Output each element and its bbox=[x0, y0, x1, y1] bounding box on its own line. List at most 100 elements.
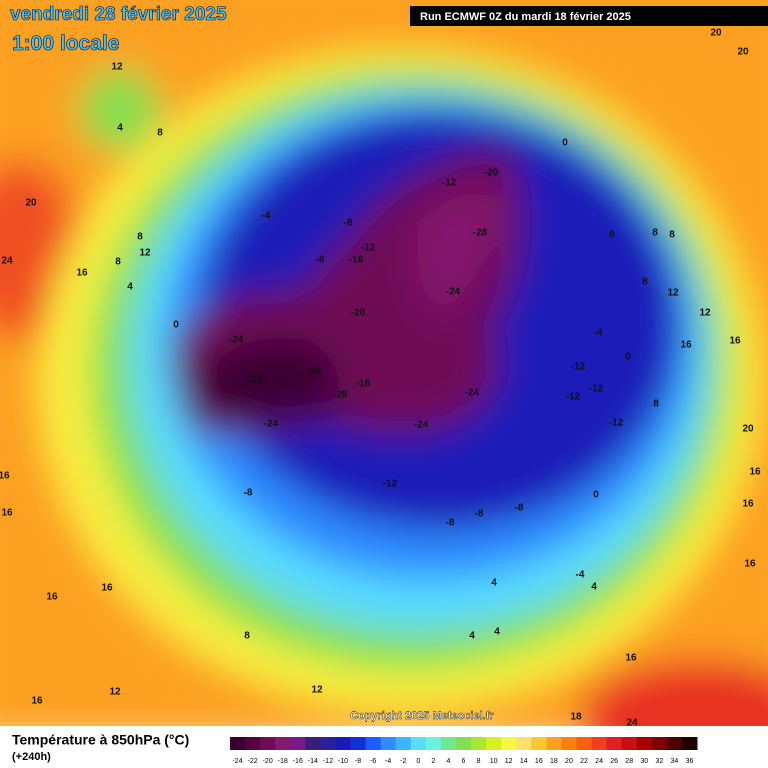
colorbar-swatch bbox=[681, 737, 698, 750]
colorbar-label: -20 bbox=[263, 758, 273, 765]
colorbar-label: 28 bbox=[625, 758, 633, 765]
colorbar-swatch bbox=[440, 737, 457, 750]
contour-label: 20 bbox=[710, 28, 722, 39]
colorbar-label: 20 bbox=[565, 758, 573, 765]
contour-label: 20 bbox=[737, 47, 749, 58]
contour-label: -24 bbox=[414, 420, 429, 431]
contour-label: 8 bbox=[642, 277, 648, 288]
colorbar-label: 14 bbox=[520, 758, 528, 765]
contour-label: -28 bbox=[307, 367, 322, 378]
contour-label: -8 bbox=[344, 218, 353, 229]
contour-label: 16 bbox=[101, 583, 113, 594]
contour-label: 12 bbox=[139, 248, 151, 259]
contour-label: 16 bbox=[0, 471, 10, 482]
colorbar-label: 22 bbox=[580, 758, 588, 765]
colorbar-swatch bbox=[230, 737, 246, 750]
contour-label: -28 bbox=[333, 390, 348, 401]
contour-label: 8 bbox=[652, 228, 658, 239]
colorbar-label: -24 bbox=[232, 758, 242, 765]
colorbar-swatch bbox=[501, 737, 517, 750]
contour-label: -28 bbox=[248, 375, 263, 386]
lead-time: (+240h) bbox=[12, 751, 51, 763]
contour-label: 0 bbox=[173, 320, 179, 331]
contour-label: 12 bbox=[109, 687, 121, 698]
contour-label: -20 bbox=[351, 308, 366, 319]
colorbar-swatch bbox=[546, 737, 562, 750]
contour-label: -4 bbox=[576, 570, 585, 581]
contour-label: 18 bbox=[570, 712, 582, 723]
colorbar-label: 6 bbox=[462, 758, 466, 765]
colorbar-swatch bbox=[455, 737, 472, 750]
colorbar-swatch bbox=[350, 737, 367, 750]
colorbar-swatch bbox=[606, 737, 623, 750]
contour-label: -12 bbox=[589, 384, 604, 395]
colorbar-swatch bbox=[410, 737, 427, 750]
colorbar-swatch bbox=[395, 737, 412, 750]
contour-label: -12 bbox=[361, 243, 376, 254]
contour-label: 8 bbox=[137, 232, 143, 243]
colorbar-label: -10 bbox=[338, 758, 348, 765]
colorbar-swatch bbox=[666, 737, 683, 750]
contour-label: 16 bbox=[1, 508, 13, 519]
colorbar-swatch bbox=[516, 737, 532, 750]
colorbar-label: -16 bbox=[293, 758, 303, 765]
colorbar-label: 0 bbox=[416, 758, 420, 765]
contour-label: 12 bbox=[667, 288, 679, 299]
colorbar-swatch bbox=[561, 737, 577, 750]
colorbar-label: 2 bbox=[431, 758, 435, 765]
contour-label: -8 bbox=[316, 255, 325, 266]
contour-label: 16 bbox=[729, 336, 741, 347]
colorbar-label: -6 bbox=[370, 758, 376, 765]
colorbar-label: -4 bbox=[385, 758, 391, 765]
time-title: 1:00 locale bbox=[12, 32, 119, 55]
contour-label: -8 bbox=[475, 509, 484, 520]
colorbar-swatch bbox=[335, 737, 352, 750]
colorbar-label: 34 bbox=[671, 758, 679, 765]
colorbar-swatch bbox=[591, 737, 608, 750]
contour-label: -8 bbox=[244, 488, 253, 499]
contour-label: 4 bbox=[469, 631, 475, 642]
contour-label: 0 bbox=[625, 352, 631, 363]
colorbar-label: 30 bbox=[640, 758, 648, 765]
contour-label: 8 bbox=[669, 230, 675, 241]
colorbar-swatch bbox=[260, 737, 276, 750]
colorbar-swatch bbox=[245, 737, 261, 750]
colorbar-swatch bbox=[290, 737, 306, 750]
contour-label: 0 bbox=[562, 138, 568, 149]
run-banner bbox=[410, 6, 768, 26]
contour-label: 4 bbox=[491, 578, 497, 589]
contour-label: 12 bbox=[699, 308, 711, 319]
run-text: Run ECMWF 0Z du mardi 18 février 2025 bbox=[420, 11, 631, 23]
colorbar-swatch bbox=[305, 737, 321, 750]
contour-label: 4 bbox=[117, 123, 123, 134]
contour-label: 20 bbox=[25, 198, 37, 209]
colorbar: -24 -22 -20 -18 -16 -14 -12 -10 -8 -6 -4 -2 0 2 4 6 8 10 1… bbox=[230, 737, 698, 765]
contour-label: -24 bbox=[465, 388, 480, 399]
colorbar-label: 36 bbox=[686, 758, 694, 765]
contour-label: 16 bbox=[46, 592, 58, 603]
colorbar-label: 16 bbox=[535, 758, 543, 765]
contour-label: 16 bbox=[76, 268, 88, 279]
contour-label: 8 bbox=[157, 128, 163, 139]
colorbar-label: 18 bbox=[550, 758, 558, 765]
contour-label: -28 bbox=[473, 228, 488, 239]
contour-label: 16 bbox=[31, 696, 43, 707]
colorbar-swatch bbox=[380, 737, 397, 750]
colorbar-label: -2 bbox=[400, 758, 406, 765]
contour-label: 8 bbox=[244, 631, 250, 642]
contour-label: 20 bbox=[742, 424, 754, 435]
contour-label: -12 bbox=[383, 479, 398, 490]
contour-label: -12 bbox=[566, 392, 581, 403]
colorbar-swatch bbox=[621, 737, 638, 750]
colorbar-label: 24 bbox=[595, 758, 603, 765]
colorbar-swatch bbox=[275, 737, 291, 750]
contour-label: -24 bbox=[264, 419, 279, 430]
contour-label: 16 bbox=[749, 467, 761, 478]
contour-label: 16 bbox=[680, 340, 692, 351]
colorbar-label: -12 bbox=[323, 758, 333, 765]
contour-label: -12 bbox=[609, 418, 624, 429]
contour-label: -16 bbox=[356, 379, 371, 390]
colorbar-label: 26 bbox=[610, 758, 618, 765]
